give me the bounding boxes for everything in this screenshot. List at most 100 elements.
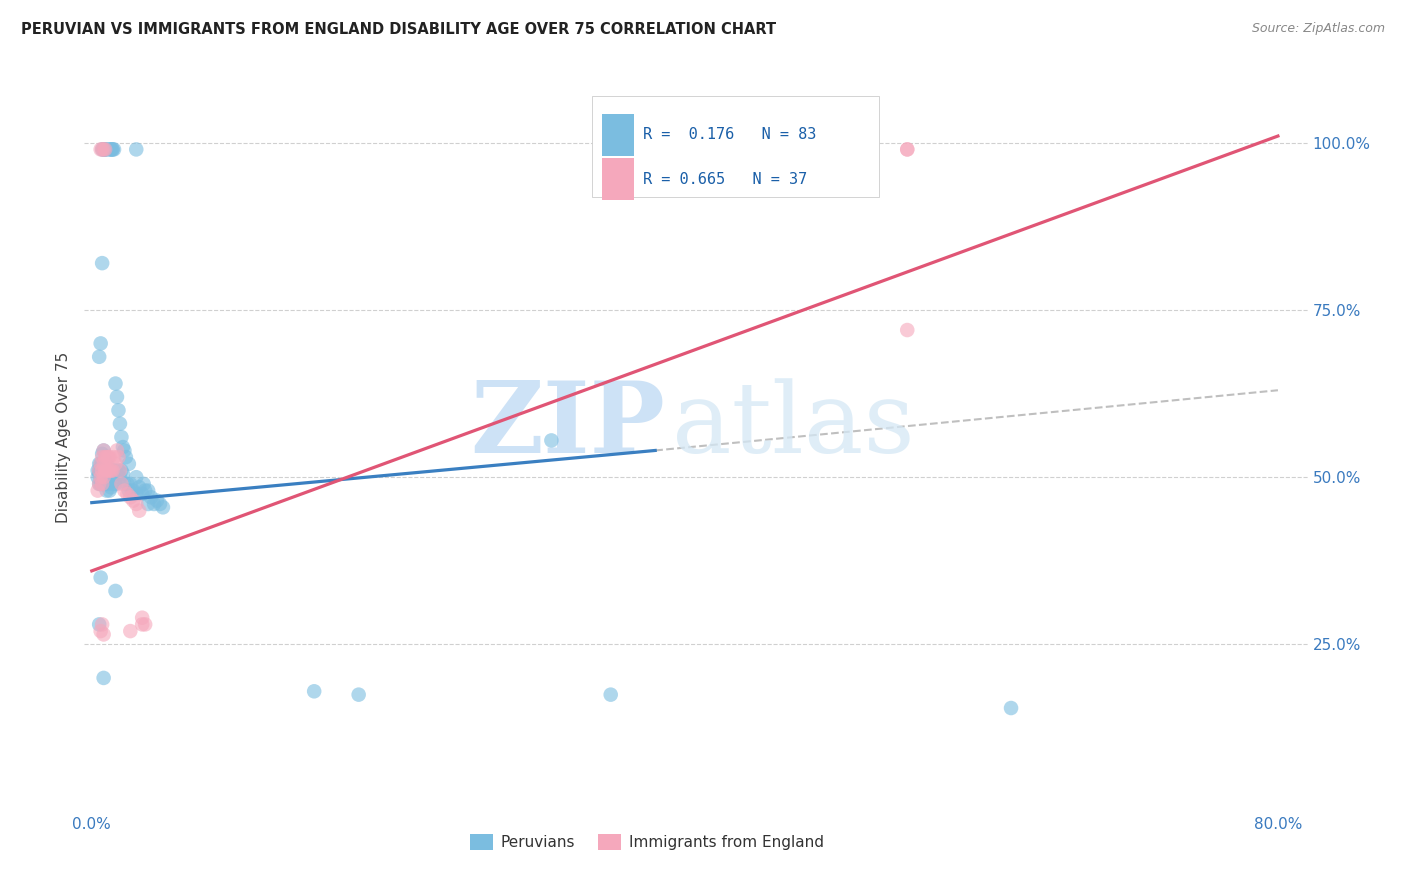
Point [91,450,114,465]
Point [93,671,115,685]
Point [896,143,918,157]
Point [96,143,118,157]
Point [96,483,118,498]
Point [98,464,121,478]
Point [96,476,118,491]
Point [139,491,162,505]
Point [107,450,129,465]
Point [599,688,621,702]
Point [93,470,115,484]
Point [302,684,325,698]
Point [125,497,148,511]
Point [152,500,174,515]
Point [111,467,134,481]
FancyBboxPatch shape [602,113,634,155]
Point [122,493,145,508]
Point [94,143,117,157]
Point [136,497,159,511]
Point [91,476,114,491]
Point [118,483,141,498]
Point [89,464,111,478]
Point [96,450,118,465]
Point [101,464,124,478]
Point [90,336,112,351]
Point [90,143,112,157]
Point [101,143,124,157]
Point [91,464,114,478]
Point [89,476,111,491]
Point [91,467,114,481]
Point [97,476,120,491]
Point [105,467,128,481]
Point [93,627,115,641]
Text: Source: ZipAtlas.com: Source: ZipAtlas.com [1251,22,1385,36]
Point [94,467,117,481]
Point [131,487,153,501]
Point [98,450,121,465]
Point [146,493,169,508]
Point [110,476,132,491]
Text: ZIP: ZIP [471,377,665,475]
FancyBboxPatch shape [592,96,880,197]
Point [128,503,150,517]
Point [120,476,142,491]
Point [101,464,124,478]
Point [90,476,112,491]
Point [100,464,122,478]
Point [120,491,142,505]
Point [105,443,128,458]
Point [91,617,114,632]
Point [94,464,117,478]
Point [97,450,120,465]
Text: R = 0.665   N = 37: R = 0.665 N = 37 [644,171,807,186]
Point [100,464,122,478]
Point [115,450,138,465]
Point [104,457,127,471]
Point [96,457,118,471]
Point [136,483,159,498]
Point [90,470,112,484]
Point [104,376,127,391]
Point [94,460,117,475]
Text: R =  0.176   N = 83: R = 0.176 N = 83 [644,127,817,142]
Point [86,483,108,498]
Point [121,483,143,498]
Point [91,457,114,471]
Point [89,464,111,478]
Point [91,143,114,157]
Point [131,611,153,625]
Point [100,480,122,494]
Point [96,464,118,478]
Point [98,143,121,157]
Point [107,403,129,417]
Point [107,464,129,478]
Point [91,143,114,157]
Point [94,450,117,465]
Point [118,457,141,471]
Point [125,487,148,501]
Point [86,464,108,478]
Point [122,483,145,498]
Point [111,440,134,454]
Point [90,470,112,484]
Y-axis label: Disability Age Over 75: Disability Age Over 75 [56,351,72,523]
Point [104,464,127,478]
Point [104,584,127,599]
Point [108,417,131,431]
Legend: Peruvians, Immigrants from England: Peruvians, Immigrants from England [464,829,830,856]
Point [120,624,142,639]
Point [94,474,117,488]
Point [110,430,132,444]
Point [896,323,918,337]
Point [90,624,112,639]
Point [132,476,155,491]
Point [94,143,117,157]
Point [93,443,115,458]
Point [91,476,114,491]
Point [149,497,172,511]
Point [93,476,115,491]
Point [91,470,114,484]
Point [91,256,114,270]
Point [96,467,118,481]
Point [91,447,114,461]
